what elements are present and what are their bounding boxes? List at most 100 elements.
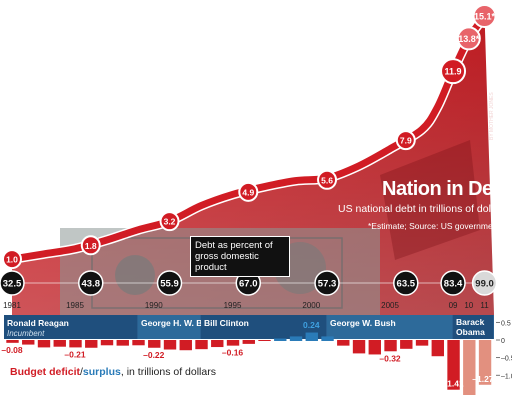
debt-value-label: 1.0 xyxy=(6,255,18,265)
debt-point xyxy=(2,249,22,270)
debt-value-label: 4.9 xyxy=(242,187,254,197)
budget-bar xyxy=(163,340,177,350)
right-axis-label: 10 xyxy=(503,100,511,109)
debt-value-label: 15.1* xyxy=(474,12,496,22)
x-tick-label: 11 xyxy=(480,301,489,310)
banknote-art-2 xyxy=(380,140,480,260)
gdp-percent-marker xyxy=(393,270,419,296)
right-axis-label: 5 xyxy=(503,186,507,195)
debt-value-label: 1.8 xyxy=(85,241,97,251)
budget-bar xyxy=(431,340,444,357)
gdp-callout: Debt as percent of gross domestic produc… xyxy=(190,236,290,277)
chart-title: Nation in Debt xyxy=(382,178,511,200)
budget-bar xyxy=(22,340,35,345)
gdp-percent-marker xyxy=(156,270,183,296)
estimate-source-note: *Estimate; Source: US government xyxy=(368,221,500,231)
budget-bar xyxy=(415,340,429,346)
gdp-percent-label: 57.3 xyxy=(318,279,337,290)
budget-bar xyxy=(148,340,161,348)
budget-bar xyxy=(384,340,397,352)
x-tick-label: 2000 xyxy=(302,301,320,310)
budget-axis-label: 0 xyxy=(501,338,505,345)
budget-value-label: –0.21 xyxy=(64,349,86,359)
budget-bar xyxy=(463,340,476,395)
budget-value-label: 0.24 xyxy=(303,320,320,330)
gdp-percent-label: 99.0 xyxy=(475,279,494,290)
gdp-percent-marker xyxy=(314,270,340,296)
budget-axis-label: 0.5 xyxy=(501,320,511,327)
gdp-percent-label: 43.8 xyxy=(82,279,101,290)
budget-bar xyxy=(53,340,66,347)
president-band xyxy=(201,315,327,339)
x-tick-label: 2005 xyxy=(381,301,399,310)
budget-bar xyxy=(132,340,145,346)
budget-bar xyxy=(195,340,208,350)
x-tick-label: 1995 xyxy=(224,301,242,310)
president-label: Obama xyxy=(456,327,485,337)
budget-bar xyxy=(242,340,255,344)
chart-subtitle: US national debt in trillions of dollars xyxy=(338,203,508,215)
debt-value-label: 5.6 xyxy=(321,175,333,185)
x-tick-label: 10 xyxy=(464,301,473,310)
budget-value-label: –1.27* xyxy=(472,374,497,384)
budget-bar xyxy=(69,340,82,348)
president-label: George W. Bush xyxy=(330,318,396,328)
source-credit: BY MOTHER JONES xyxy=(489,92,495,140)
budget-bar xyxy=(400,340,413,349)
president-label: Ronald Reagan xyxy=(7,318,69,328)
budget-bar xyxy=(116,340,129,346)
budget-bar xyxy=(226,340,240,346)
president-label: Bill Clinton xyxy=(204,318,249,328)
president-band xyxy=(327,315,453,339)
x-tick-label: 1990 xyxy=(145,301,163,310)
budget-value-label: –0.22 xyxy=(143,350,165,360)
debt-point xyxy=(472,4,497,28)
budget-label-surplus: surplus xyxy=(82,366,121,378)
budget-bar xyxy=(85,340,98,348)
president-band xyxy=(138,315,201,339)
budget-bar xyxy=(37,340,51,348)
president-label: Barack xyxy=(456,317,485,327)
gdp-percent-marker xyxy=(78,270,104,296)
president-sublabel: Incumbent xyxy=(7,329,45,338)
budget-bar xyxy=(6,340,19,343)
budget-bar xyxy=(258,340,271,341)
budget-bar xyxy=(179,340,192,351)
banknote-seal-left xyxy=(115,255,155,295)
gdp-percent-marker xyxy=(471,270,498,296)
x-tick-label: 1985 xyxy=(66,301,84,310)
gdp-percent-marker xyxy=(440,270,466,296)
budget-bar xyxy=(100,340,114,346)
budget-bar xyxy=(337,340,350,346)
budget-bar xyxy=(305,332,318,341)
budget-bar xyxy=(274,338,287,341)
budget-bar xyxy=(447,340,460,390)
debt-value-label: 3.2 xyxy=(164,217,176,227)
president-band xyxy=(4,315,138,339)
budget-bar xyxy=(352,340,366,354)
debt-value-label: 11.9 xyxy=(445,67,462,77)
president-label: George H. W. Bush xyxy=(141,318,218,328)
gdp-percent-label: 83.4 xyxy=(444,279,463,290)
gdp-percent-label: 32.5 xyxy=(3,279,22,290)
budget-value-label: –0.32 xyxy=(379,353,401,363)
gdp-percent-label: 55.9 xyxy=(160,279,179,290)
budget-bar xyxy=(211,340,224,348)
right-axis-label: 15 xyxy=(503,14,511,23)
budget-value-label: –0.16 xyxy=(222,348,244,358)
budget-value-label: –0.08 xyxy=(1,345,23,355)
budget-bar xyxy=(289,336,303,341)
debt-line xyxy=(8,12,489,263)
debt-point xyxy=(395,130,416,151)
budget-label-deficit: Budget deficit xyxy=(10,366,80,378)
debt-point xyxy=(159,211,180,232)
gdp-percent-marker xyxy=(0,270,25,296)
budget-value-label: –1.41 xyxy=(442,379,464,389)
debt-point xyxy=(440,58,467,85)
debt-value-label: 7.9 xyxy=(400,136,412,146)
debt-point xyxy=(238,181,259,202)
gdp-percent-label: 67.0 xyxy=(239,279,258,290)
budget-label: Budget deficit/surplus, in trillions of … xyxy=(10,366,216,378)
